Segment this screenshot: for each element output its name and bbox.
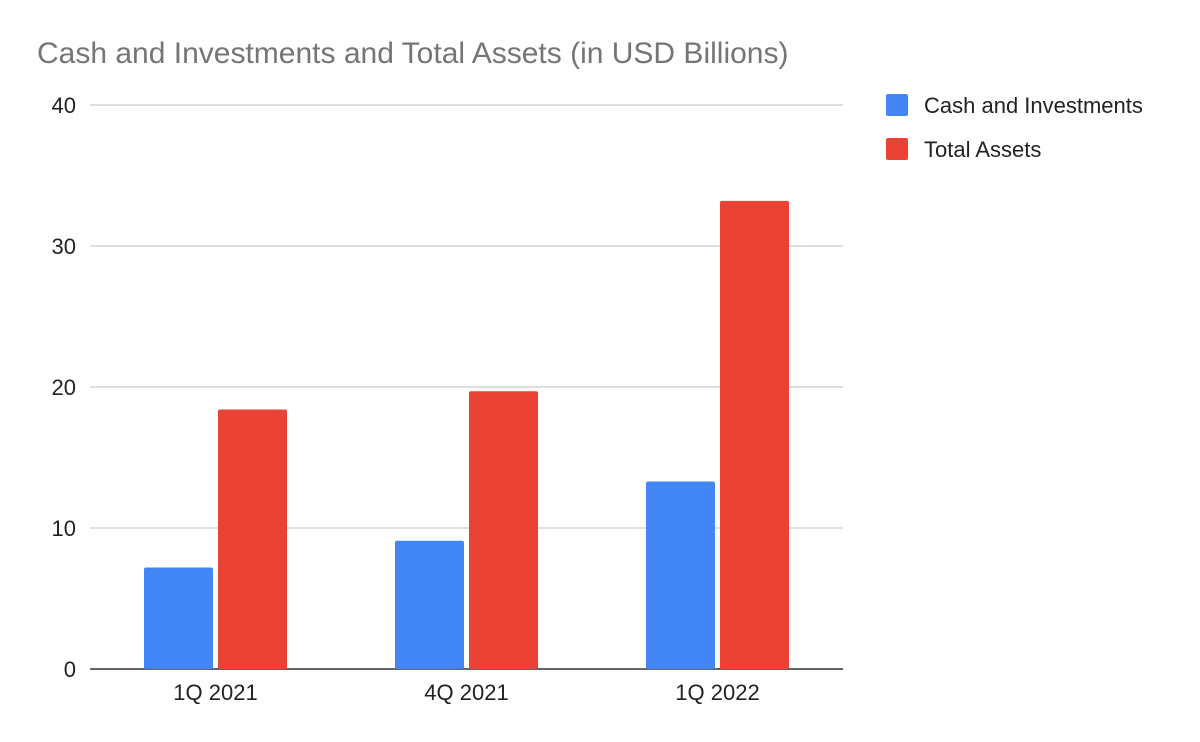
legend-swatch	[886, 138, 908, 160]
bar-total-assets	[218, 409, 287, 669]
y-axis-ticks: 0 10 20 30 40	[52, 93, 76, 682]
x-tick-label: 1Q 2021	[173, 680, 257, 705]
bar-cash-and-investments	[144, 567, 213, 669]
legend-label: Cash and Investments	[924, 93, 1143, 118]
bar-total-assets	[469, 391, 538, 669]
gridlines	[90, 104, 843, 670]
x-axis-ticks: 1Q 2021 4Q 2021 1Q 2022	[173, 680, 759, 705]
x-tick-label: 4Q 2021	[424, 680, 508, 705]
bar-cash-and-investments	[395, 540, 464, 669]
y-tick-label: 30	[52, 234, 76, 259]
x-tick-label: 1Q 2022	[675, 680, 759, 705]
chart-title: Cash and Investments and Total Assets (i…	[37, 37, 788, 70]
y-tick-label: 0	[64, 657, 76, 682]
bars	[144, 200, 789, 669]
legend: Cash and Investments Total Assets	[886, 93, 1143, 162]
bar-total-assets	[720, 200, 789, 669]
legend-swatch	[886, 94, 908, 116]
bar-cash-and-investments	[646, 481, 715, 669]
y-tick-label: 40	[52, 93, 76, 118]
y-tick-label: 10	[52, 516, 76, 541]
y-tick-label: 20	[52, 375, 76, 400]
legend-label: Total Assets	[924, 137, 1041, 162]
